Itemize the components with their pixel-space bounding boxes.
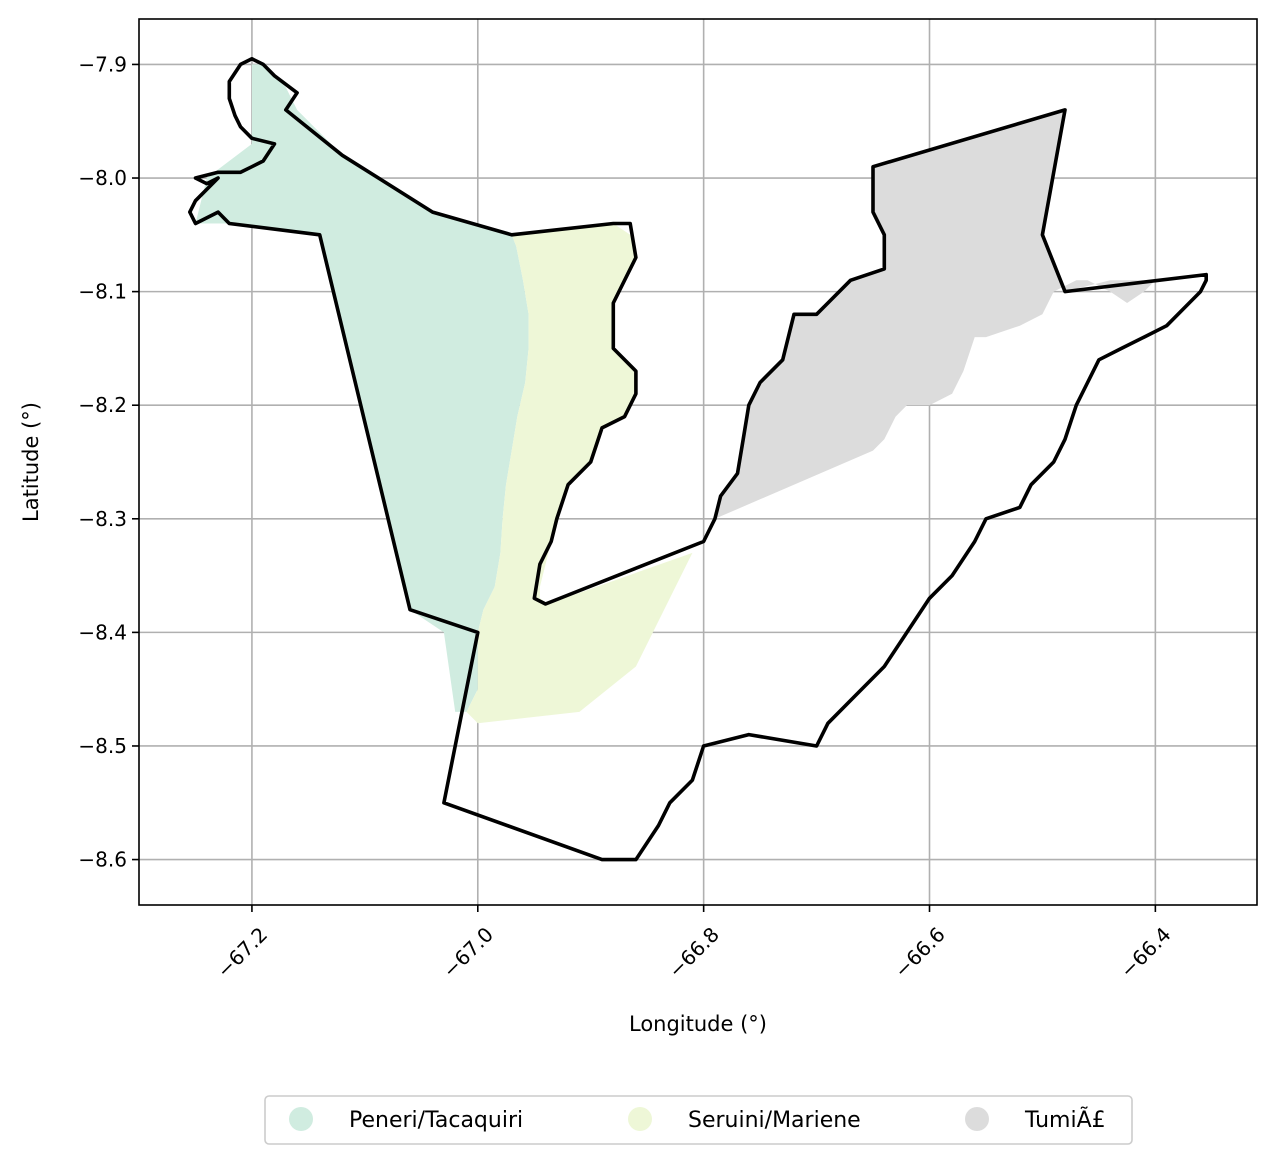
legend-box [264, 1095, 1133, 1145]
region-0 [195, 64, 529, 712]
legend-marker-2 [965, 1107, 989, 1131]
y-tick-label-5: −8.4 [78, 620, 127, 644]
y-axis-label: Latitude (°) [19, 402, 43, 522]
x-axis-label: Longitude (°) [629, 1012, 767, 1036]
territory-boundaries [188, 57, 1208, 862]
legend-items: Peneri/Tacaquiri Seruini/Mariene TumiÃ£ [289, 1106, 1106, 1133]
boundary-outline-0 [188, 57, 1208, 862]
legend-marker-1 [628, 1107, 652, 1131]
legend-label-0: Peneri/Tacaquiri [349, 1108, 523, 1133]
legend-label-2: TumiÃ£ [1024, 1106, 1106, 1133]
y-tick-label-2: −8.1 [78, 280, 127, 304]
y-tick-label-3: −8.2 [78, 393, 127, 417]
y-axis-ticks: −7.9 −8.0 −8.1 −8.2 −8.3 −8.4 −8.5 −8.6 [78, 52, 139, 872]
y-tick-label-7: −8.6 [78, 848, 127, 872]
y-tick-label-6: −8.5 [78, 734, 127, 758]
plot-frame [138, 18, 1258, 906]
y-tick-label-4: −8.3 [78, 507, 127, 531]
region-1 [466, 223, 693, 724]
y-tick-label-0: −7.9 [78, 52, 127, 76]
legend-label-1: Seruini/Mariene [688, 1108, 861, 1133]
legend: Peneri/Tacaquiri Seruini/Mariene TumiÃ£ [264, 1095, 1133, 1145]
y-tick-label-1: −8.0 [78, 166, 127, 190]
legend-marker-0 [289, 1107, 313, 1131]
